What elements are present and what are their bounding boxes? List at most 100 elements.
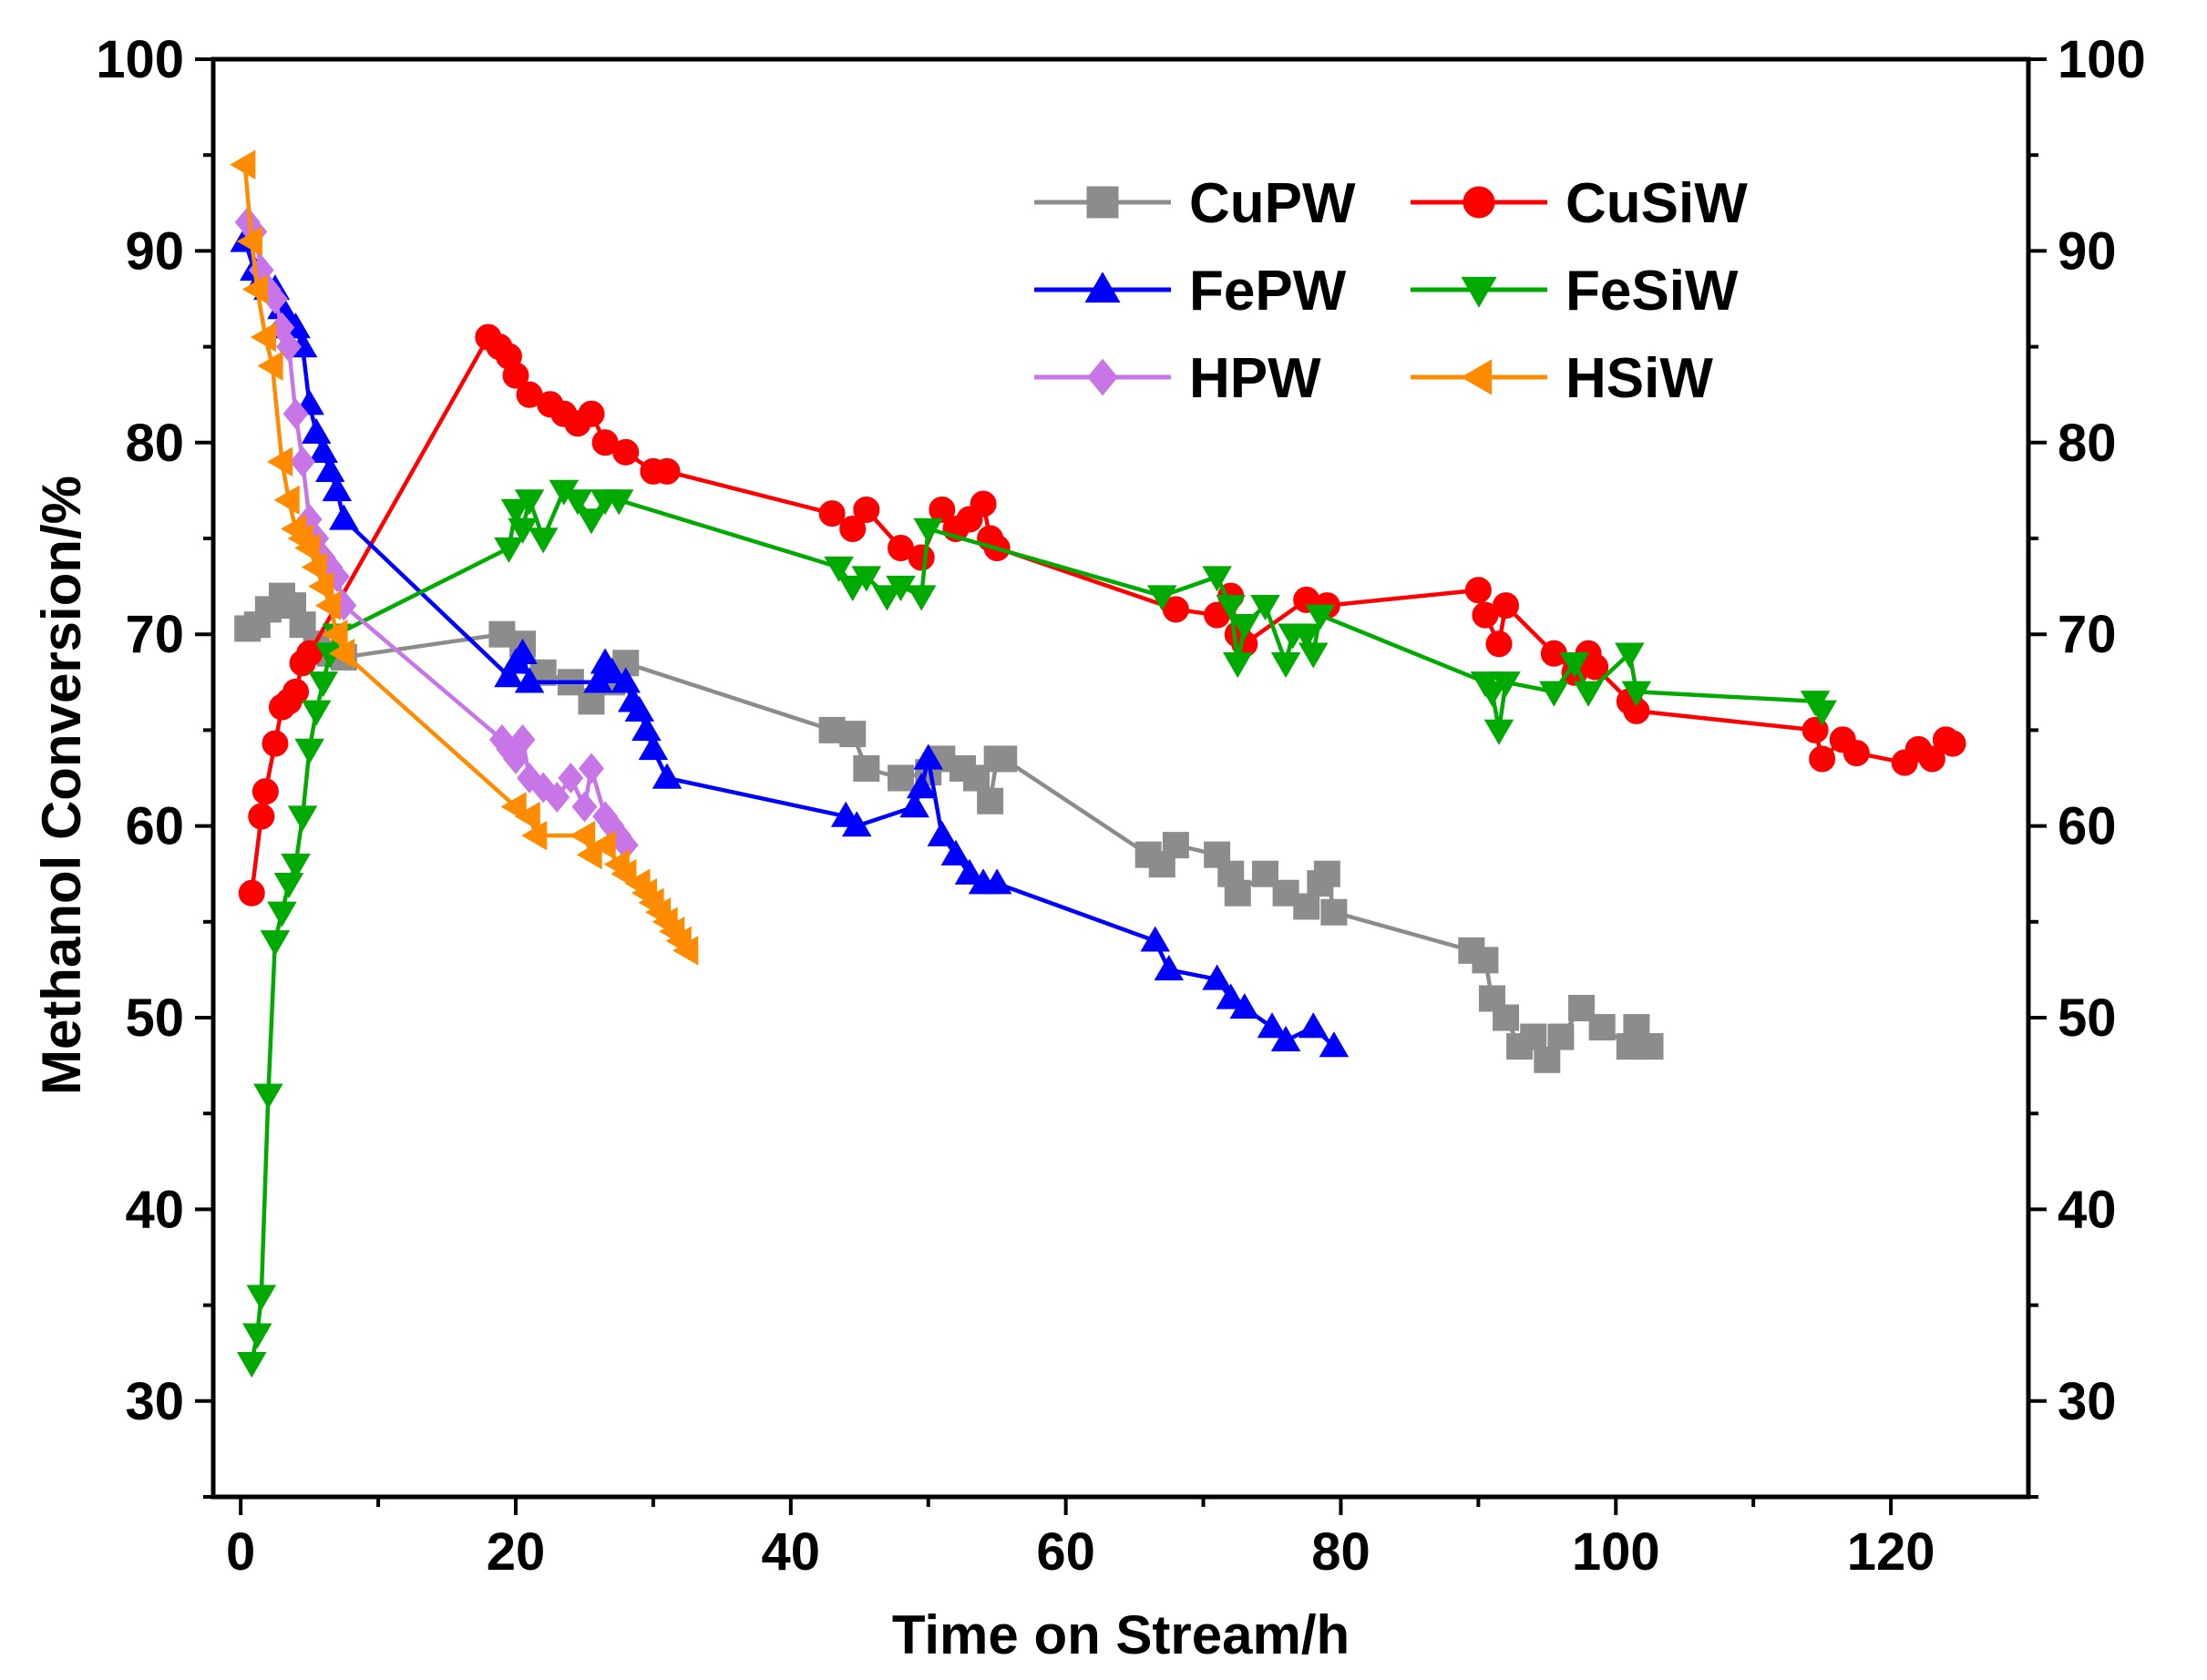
series-FeSiW [236,479,1837,1378]
data-point-CuPW [1251,860,1278,887]
data-point-FeSiW [913,517,943,544]
data-point-FeSiW [1483,719,1514,745]
data-point-CuSiW [1485,630,1513,658]
data-point-CuPW [839,721,867,748]
data-point-CuSiW [929,496,956,523]
data-point-FePW [508,638,538,664]
data-point-FeSiW [294,738,324,764]
data-point-FeSiW [1299,642,1329,669]
data-point-FeSiW [273,873,304,899]
data-point-CuSiW [839,515,867,542]
data-point-FePW [899,792,929,818]
data-point-FePW [624,695,655,722]
data-point-FeSiW [1147,585,1177,611]
data-point-HSiW [521,820,548,851]
data-point-HSiW [250,322,277,353]
data-point-HSiW [236,226,262,257]
data-point-HSiW [308,571,334,601]
data-point-CuPW [1272,879,1299,907]
data-point-FePW [301,417,332,444]
series-line-FeSiW [250,488,1824,1364]
y-tick-label: 80 [125,414,184,473]
y-right-tick-label: 90 [2058,221,2117,281]
y-right-tick-label: 30 [2058,1372,2117,1431]
data-point-FePW [322,476,353,502]
data-point-FeSiW [528,528,559,554]
x-tick-label: 80 [1311,1522,1370,1582]
data-point-FePW [927,820,958,846]
data-point-CuSiW [1582,653,1609,681]
data-point-FePW [1140,926,1170,952]
data-point-CuPW [1313,860,1340,887]
data-point-HSiW [267,446,293,477]
data-point-HSiW [328,638,355,669]
data-point-HSiW [301,552,327,582]
data-point-FeSiW [1305,604,1336,630]
data-point-FeSiW [562,489,593,516]
data-point-FeSiW [906,585,937,611]
data-point-FeSiW [267,901,297,927]
data-point-HPW [503,743,529,774]
y-tick-label: 50 [125,989,184,1048]
data-point-CuSiW [502,362,529,389]
x-tick-label: 0 [226,1522,255,1582]
data-point-FeSiW [287,805,318,832]
series-CuPW [234,582,1664,1073]
data-point-HPW [276,331,302,363]
data-point-FeSiW [1477,681,1507,707]
y-tick-label: 60 [125,797,184,856]
data-point-FeSiW [246,1285,277,1311]
data-point-CuPW [1547,1023,1575,1050]
data-point-CuPW [1224,879,1251,907]
y-right-tick-label: 40 [2058,1180,2117,1239]
data-point-FePW [1229,993,1260,1019]
data-point-CuSiW [612,438,640,466]
data-point-CuPW [853,754,880,782]
data-point-FeSiW [1615,642,1645,669]
data-point-FeSiW [494,537,524,563]
data-point-CuPW [1534,1046,1561,1073]
legend-label: CuPW [1189,172,1356,235]
data-point-FeSiW [1539,681,1569,707]
data-point-CuSiW [1843,740,1870,767]
y-tick-label: 40 [125,1180,184,1239]
x-axis-title: Time on Stream/h [892,1604,1350,1665]
data-point-FeSiW [1491,671,1521,698]
data-point-CuPW [1162,832,1189,859]
data-point-CuSiW [1493,592,1520,620]
data-point-HSiW [570,820,596,851]
data-point-CuPW [1520,1023,1547,1050]
data-point-FeSiW [872,585,902,611]
data-point-FeSiW [236,1352,267,1378]
x-tick-label: 120 [1847,1522,1935,1582]
data-point-FeSiW [508,517,538,544]
data-point-CuPW [1637,1033,1664,1060]
data-point-FePW [631,715,662,742]
data-point-HSiW [514,801,540,832]
series-layer [230,149,1966,1378]
legend-item-FePW: FePW [1034,260,1347,323]
data-point-CuPW [991,745,1018,773]
data-point-FePW [514,667,545,693]
y-right-tick-label: 50 [2058,989,2117,1048]
frame-layer [210,56,2031,1500]
data-point-HSiW [241,274,268,304]
series-CuSiW [238,323,1966,907]
data-point-HSiW [257,351,283,381]
data-point-FePW [940,839,971,866]
data-point-HSiW [672,936,699,966]
data-point-FePW [1202,964,1232,990]
data-point-CuSiW [908,544,935,571]
data-point-FeSiW [603,489,634,516]
y-right-tick-label: 100 [2058,30,2146,89]
data-point-CuSiW [248,803,275,830]
data-point-CuSiW [282,678,310,705]
data-point-HSiW [314,590,341,620]
data-point-HSiW [230,149,256,179]
data-point-FePW [494,661,524,688]
data-point-FePW [638,734,669,761]
data-point-HPW [571,791,598,823]
data-point-FePW [1257,1012,1288,1039]
data-point-HPW [558,763,584,794]
y-right-tick-label: 60 [2058,797,2117,856]
